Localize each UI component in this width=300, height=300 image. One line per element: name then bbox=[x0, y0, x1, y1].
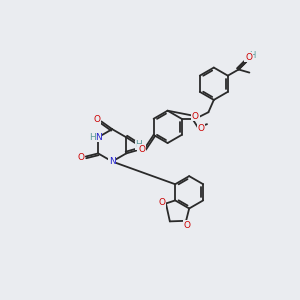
Text: O: O bbox=[244, 53, 251, 62]
Text: O: O bbox=[78, 153, 85, 162]
Text: O: O bbox=[245, 53, 252, 62]
Text: N: N bbox=[95, 133, 101, 142]
Text: O: O bbox=[159, 198, 166, 207]
Text: H: H bbox=[88, 133, 95, 142]
Text: H: H bbox=[136, 140, 142, 149]
Text: O: O bbox=[192, 112, 199, 121]
Text: O: O bbox=[197, 124, 204, 133]
Text: O: O bbox=[183, 221, 190, 230]
Text: H: H bbox=[249, 51, 256, 60]
Text: N: N bbox=[109, 157, 116, 166]
Text: O: O bbox=[93, 116, 100, 124]
Text: O: O bbox=[138, 145, 145, 154]
